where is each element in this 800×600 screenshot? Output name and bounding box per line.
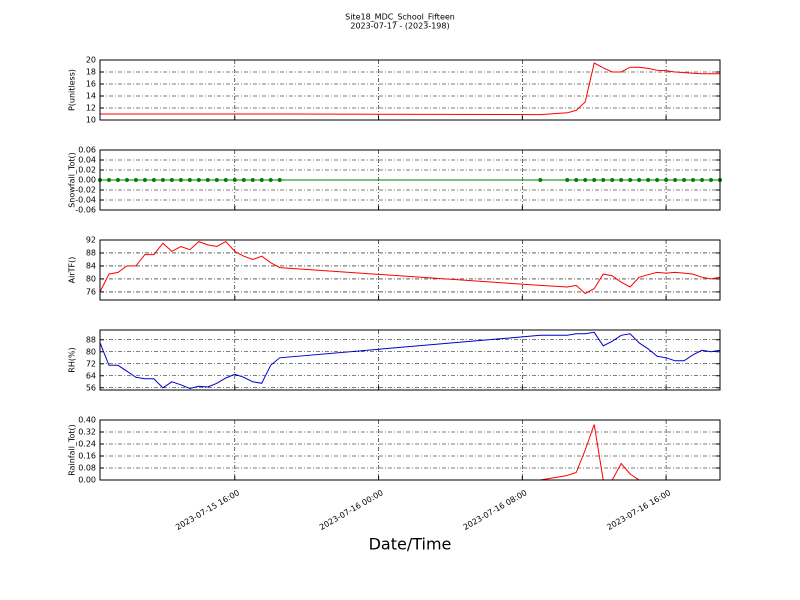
y-tick-label: 0.00 [78, 176, 96, 185]
x-axis-label: Date/Time [369, 535, 452, 554]
y-tick-label: 16 [86, 80, 96, 89]
data-point [538, 178, 543, 182]
data-line [100, 62, 720, 116]
y-tick-label: 80 [86, 274, 96, 283]
panel-frame [99, 239, 721, 301]
data-point [196, 178, 201, 182]
data-point [142, 178, 147, 182]
panel-frame [99, 419, 721, 481]
data-point [700, 178, 705, 182]
y-tick-label: 92 [86, 236, 96, 245]
y-tick-label: 0.00 [78, 476, 96, 485]
y-axis-label: P(unitless) [68, 69, 77, 111]
y-tick-label: 14 [86, 92, 96, 101]
y-tick-label: 64 [86, 371, 96, 380]
y-tick-label: 0.40 [78, 416, 96, 425]
y-tick-label: -0.06 [75, 206, 96, 215]
data-point [187, 178, 192, 182]
y-tick-label: 88 [86, 248, 96, 257]
data-point [628, 178, 633, 182]
data-point [232, 178, 237, 182]
y-tick-label: -0.02 [75, 186, 96, 195]
y-axis-label: Snowfall_Tot() [68, 152, 77, 208]
data-point [259, 178, 264, 182]
panel-frame [99, 59, 721, 121]
data-point [169, 178, 174, 182]
data-point [565, 178, 570, 182]
y-tick-label: 10 [86, 116, 96, 125]
y-tick-label: 0.06 [78, 146, 96, 155]
data-point [655, 178, 660, 182]
data-point [664, 178, 669, 182]
y-tick-label: 56 [86, 383, 96, 392]
chart-title: Site18_MDC_School_Fifteen [345, 13, 455, 22]
data-point [214, 178, 219, 182]
y-tick-label: 76 [86, 287, 96, 296]
chart-subtitle: 2023-07-17 - (2023-198) [350, 22, 449, 31]
y-tick-label: 12 [86, 104, 96, 113]
y-tick-label: 18 [86, 68, 96, 77]
data-point [106, 178, 111, 182]
data-point [691, 178, 696, 182]
data-point [637, 178, 642, 182]
data-point [241, 178, 246, 182]
data-point [223, 178, 228, 182]
panel-frame [99, 329, 721, 391]
y-tick-label: -0.04 [75, 196, 96, 205]
data-point [277, 178, 282, 182]
data-point [115, 178, 120, 182]
data-point [574, 178, 579, 182]
y-tick-label: 0.16 [78, 452, 96, 461]
data-point [610, 178, 615, 182]
y-tick-label: 88 [86, 335, 96, 344]
y-axis-label: RH(%) [68, 347, 77, 372]
data-point [592, 178, 597, 182]
data-point [124, 178, 129, 182]
data-point [178, 178, 183, 182]
y-tick-label: 0.32 [78, 428, 96, 437]
data-point [160, 178, 165, 182]
data-point [709, 178, 714, 182]
data-point [682, 178, 687, 182]
data-point [646, 178, 651, 182]
data-point [250, 178, 255, 182]
data-point [151, 178, 156, 182]
data-point [268, 178, 273, 182]
y-tick-label: 0.02 [78, 166, 96, 175]
y-tick-label: 0.08 [78, 464, 96, 473]
y-tick-label: 84 [86, 261, 96, 270]
y-tick-label: 0.04 [78, 156, 96, 165]
data-point [619, 178, 624, 182]
data-point [673, 178, 678, 182]
y-tick-label: 20 [86, 56, 96, 65]
y-tick-label: 0.24 [78, 440, 96, 449]
y-axis-label: Rainfall_Tot() [68, 424, 77, 476]
y-tick-label: 72 [86, 359, 96, 368]
y-axis-label: AirTF() [68, 257, 77, 284]
data-point [601, 178, 606, 182]
data-point [133, 178, 138, 182]
data-line [99, 331, 721, 390]
data-point [583, 178, 588, 182]
data-line [99, 240, 721, 295]
data-point [205, 178, 210, 182]
panel-frame [99, 149, 721, 211]
y-tick-label: 80 [86, 347, 96, 356]
